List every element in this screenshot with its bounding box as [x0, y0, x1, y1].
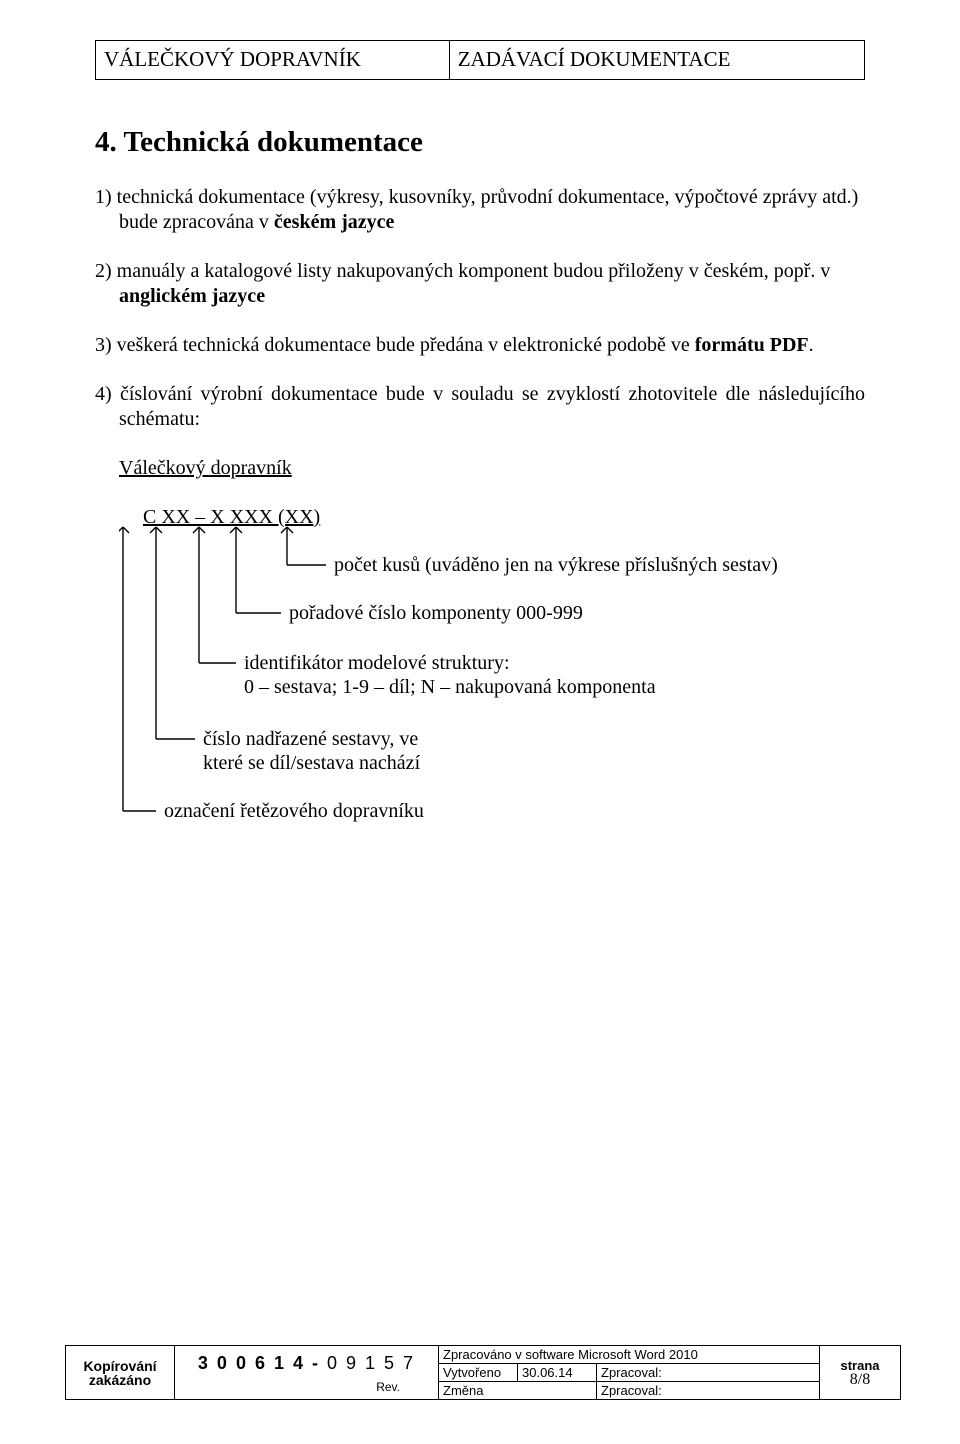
item-3: 3) veškerá technická dokumentace bude př… [95, 333, 865, 358]
item-3-bold: formátu PDF [695, 334, 809, 356]
footer-processed-1: Zpracoval: [597, 1364, 820, 1382]
section-heading: 4. Technická dokumentace [95, 126, 865, 159]
header-table: VÁLEČKOVÝ DOPRAVNÍK ZADÁVACÍ DOKUMENTACE [95, 40, 865, 80]
footer-page-cell: strana 8/8 [820, 1346, 901, 1400]
footer-copy-2: zakázáno [70, 1373, 170, 1387]
document-page: VÁLEČKOVÝ DOPRAVNÍK ZADÁVACÍ DOKUMENTACE… [0, 0, 960, 530]
header-right-cell: ZADÁVACÍ DOKUMENTACE [449, 41, 864, 80]
header-left-cell: VÁLEČKOVÝ DOPRAVNÍK [96, 41, 450, 80]
body-block: 1) technická dokumentace (výkresy, kusov… [95, 185, 865, 530]
footer-change: Změna [439, 1382, 597, 1400]
item-3-c: . [809, 334, 814, 356]
diagram-svg: počet kusů (uváděno jen na výkrese přísl… [119, 523, 889, 843]
svg-text:číslo nadřazené sestavy, ve: číslo nadřazené sestavy, ve [203, 728, 418, 750]
svg-text:pořadové číslo komponenty 000-: pořadové číslo komponenty 000-999 [289, 602, 583, 624]
item-1-text: 1) technická dokumentace (výkresy, kusov… [95, 186, 858, 233]
footer-copy-1: Kopírování [70, 1359, 170, 1373]
svg-text:označení řetězového dopravníku: označení řetězového dopravníku [164, 800, 424, 822]
svg-text:počet kusů (uváděno jen na výk: počet kusů (uváděno jen na výkrese přísl… [334, 554, 778, 576]
svg-text:které se díl/sestava nachází: které se díl/sestava nachází [203, 752, 421, 774]
footer-page-value: 8/8 [824, 1373, 896, 1387]
footer-docnum-cell: 3 0 0 6 1 4 - 0 9 1 5 7 Rev. [175, 1346, 439, 1400]
footer-processed-2: Zpracoval: [597, 1382, 820, 1400]
svg-text:0 – sestava; 1-9 – díl; N: 0 – sestava; 1-9 – díl; N – nakupovaná k… [244, 676, 656, 698]
item-4: 4) číslování výrobní dokumentace bude v … [95, 382, 865, 432]
item-1-bold: českém jazyce [274, 211, 395, 233]
footer-software: Zpracováno v software Microsoft Word 201… [439, 1346, 820, 1364]
item-1: 1) technická dokumentace (výkresy, kusov… [95, 185, 865, 235]
numbering-diagram: C XX – X XXX (XX) počet kusů (uváděno je… [119, 505, 865, 530]
footer-docnum-bold: 3 0 0 6 1 4 - [198, 1353, 327, 1373]
footer-copy-cell: Kopírování zakázáno [66, 1346, 175, 1400]
schema-title: Válečkový dopravník [119, 456, 865, 481]
footer-block: Kopírování zakázáno 3 0 0 6 1 4 - 0 9 1 … [65, 1345, 901, 1400]
footer-table: Kopírování zakázáno 3 0 0 6 1 4 - 0 9 1 … [65, 1345, 901, 1400]
footer-rev: Rev. [179, 1380, 434, 1394]
item-2-bold: anglickém jazyce [119, 285, 265, 307]
header-right-text: ZADÁVACÍ DOKUMENTACE [458, 47, 731, 71]
item-3-a: 3) veškerá technická dokumentace bude př… [95, 334, 695, 356]
footer-created-label: Vytvořeno [439, 1364, 518, 1382]
header-left-text: VÁLEČKOVÝ DOPRAVNÍK [104, 47, 361, 71]
svg-text:identifikátor modelové struktu: identifikátor modelové struktury: [244, 652, 510, 674]
footer-docnum-light: 0 9 1 5 7 [327, 1353, 415, 1373]
footer-created-value: 30.06.14 [518, 1364, 597, 1382]
item-2-text: 2) manuály a katalogové listy nakupovaný… [95, 260, 830, 282]
item-2: 2) manuály a katalogové listy nakupovaný… [95, 259, 865, 309]
